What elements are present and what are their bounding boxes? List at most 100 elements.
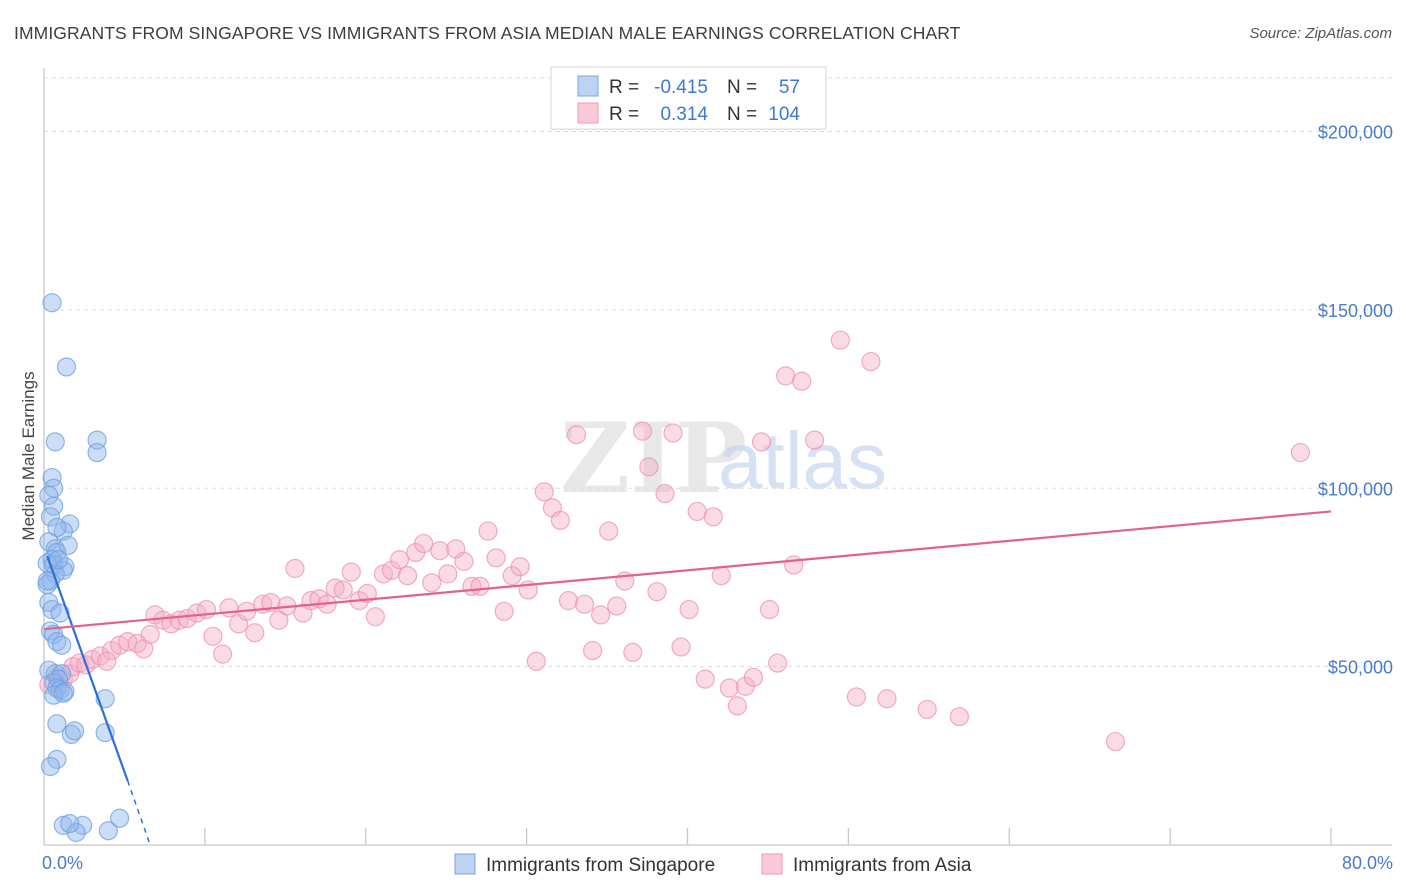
series-singapore-points bbox=[37, 293, 130, 843]
y-tick-labels: $50,000 $100,000 $150,000 $200,000 bbox=[1318, 123, 1393, 678]
asia-point-22 bbox=[203, 626, 223, 646]
asia-point-74 bbox=[623, 642, 643, 662]
singapore-point-40 bbox=[53, 683, 73, 703]
series-asia-points bbox=[39, 330, 1311, 752]
asia-point-99 bbox=[861, 352, 881, 372]
singapore-point-46 bbox=[47, 749, 67, 769]
x-axis-ticks bbox=[204, 828, 1332, 845]
asia-point-37 bbox=[325, 578, 345, 598]
y-tick-label-0: $50,000 bbox=[1328, 658, 1393, 678]
asia-point-105 bbox=[97, 651, 117, 671]
asia-point-87 bbox=[727, 696, 747, 716]
asia-point-58 bbox=[494, 601, 514, 621]
asia-point-11 bbox=[118, 632, 138, 652]
asia-point-63 bbox=[534, 482, 554, 502]
y-tick-label-3: $200,000 bbox=[1318, 123, 1393, 143]
asia-point-93 bbox=[776, 366, 796, 386]
asia-point-70 bbox=[591, 605, 611, 625]
asia-point-94 bbox=[784, 555, 804, 575]
chart-title: IMMIGRANTS FROM SINGAPORE VS IMMIGRANTS … bbox=[14, 23, 961, 43]
y-axis-label: Median Male Earnings bbox=[19, 371, 38, 540]
asia-point-86 bbox=[719, 678, 739, 698]
asia-point-55 bbox=[470, 576, 490, 596]
trend-lines bbox=[43, 510, 1332, 846]
legend-r-value-2: 0.314 bbox=[660, 104, 708, 125]
legend-n-label-2: N = bbox=[727, 104, 757, 125]
y-tick-label-2: $150,000 bbox=[1318, 301, 1393, 321]
asia-point-19 bbox=[177, 608, 197, 629]
bottom-legend-swatch-asia bbox=[761, 853, 783, 875]
asia-point-89 bbox=[743, 667, 764, 687]
asia-point-42 bbox=[365, 607, 386, 627]
asia-point-53 bbox=[454, 551, 474, 571]
watermark-atlas: atlas bbox=[718, 416, 887, 505]
asia-point-51 bbox=[438, 564, 458, 584]
singapore-trend-line bbox=[46, 555, 129, 782]
asia-point-91 bbox=[759, 599, 780, 620]
singapore-point-26 bbox=[50, 603, 70, 623]
asia-point-41 bbox=[357, 583, 377, 604]
asia-point-95 bbox=[792, 371, 812, 391]
asia-point-103 bbox=[1105, 731, 1126, 752]
singapore-point-53 bbox=[60, 813, 80, 834]
legend-n-value-1: 57 bbox=[779, 77, 800, 98]
x-tick-min: 0.0% bbox=[42, 853, 83, 873]
asia-point-100 bbox=[877, 689, 897, 709]
legend-r-label-1: R = bbox=[609, 77, 639, 98]
singapore-point-47 bbox=[40, 756, 61, 777]
asia-point-48 bbox=[414, 533, 434, 554]
asia-point-102 bbox=[949, 706, 969, 727]
singapore-point-51 bbox=[98, 821, 118, 841]
asia-point-46 bbox=[397, 566, 418, 586]
asia-point-45 bbox=[389, 550, 410, 570]
asia-point-56 bbox=[478, 521, 498, 541]
asia-point-65 bbox=[550, 510, 571, 530]
asia-point-39 bbox=[341, 562, 361, 582]
asia-point-75 bbox=[632, 421, 653, 441]
bottom-legend-singapore: Immigrants from Singapore bbox=[486, 855, 715, 876]
legend-r-value-1: -0.415 bbox=[654, 77, 708, 98]
singapore-point-39 bbox=[44, 685, 64, 705]
bottom-legend-swatch-singapore bbox=[454, 853, 476, 875]
asia-point-92 bbox=[767, 653, 788, 673]
asia-point-80 bbox=[671, 637, 691, 657]
asia-point-85 bbox=[711, 566, 731, 586]
asia-point-69 bbox=[582, 640, 603, 661]
gridlines bbox=[44, 77, 1392, 668]
y-tick-label-1: $100,000 bbox=[1318, 479, 1393, 499]
asia-point-66 bbox=[558, 591, 579, 611]
asia-point-27 bbox=[245, 623, 265, 643]
bottom-legend-asia: Immigrants from Asia bbox=[793, 855, 972, 876]
legend-r-label-2: R = bbox=[609, 104, 639, 125]
singapore-point-9 bbox=[40, 507, 61, 527]
singapore-point-56 bbox=[58, 535, 78, 555]
asia-point-24 bbox=[219, 598, 239, 618]
asia-point-96 bbox=[804, 430, 825, 450]
asia-point-81 bbox=[679, 599, 699, 620]
singapore-trend-extension bbox=[126, 780, 151, 846]
asia-point-72 bbox=[607, 596, 627, 616]
singapore-point-27 bbox=[40, 621, 61, 641]
asia-point-32 bbox=[285, 558, 305, 579]
asia-point-98 bbox=[846, 687, 867, 707]
asia-point-90 bbox=[751, 432, 772, 452]
asia-point-38 bbox=[333, 580, 353, 600]
asia-point-23 bbox=[212, 644, 233, 664]
correlation-legend: R = -0.415 N = 57 R = 0.314 N = 104 bbox=[550, 66, 827, 130]
asia-point-76 bbox=[639, 457, 659, 477]
asia-point-49 bbox=[422, 573, 442, 593]
singapore-point-1 bbox=[56, 357, 77, 377]
asia-point-13 bbox=[134, 639, 154, 659]
singapore-point-42 bbox=[47, 714, 67, 734]
legend-n-label-1: N = bbox=[727, 77, 757, 98]
asia-point-82 bbox=[687, 501, 707, 522]
asia-point-8 bbox=[90, 646, 110, 666]
singapore-point-2 bbox=[45, 432, 65, 452]
asia-point-30 bbox=[269, 610, 289, 630]
singapore-point-44 bbox=[64, 721, 85, 741]
asia-point-68 bbox=[574, 594, 595, 614]
asia-point-50 bbox=[430, 541, 450, 561]
asia-point-84 bbox=[703, 507, 723, 527]
asia-point-71 bbox=[599, 521, 619, 541]
asia-point-62 bbox=[526, 651, 546, 671]
